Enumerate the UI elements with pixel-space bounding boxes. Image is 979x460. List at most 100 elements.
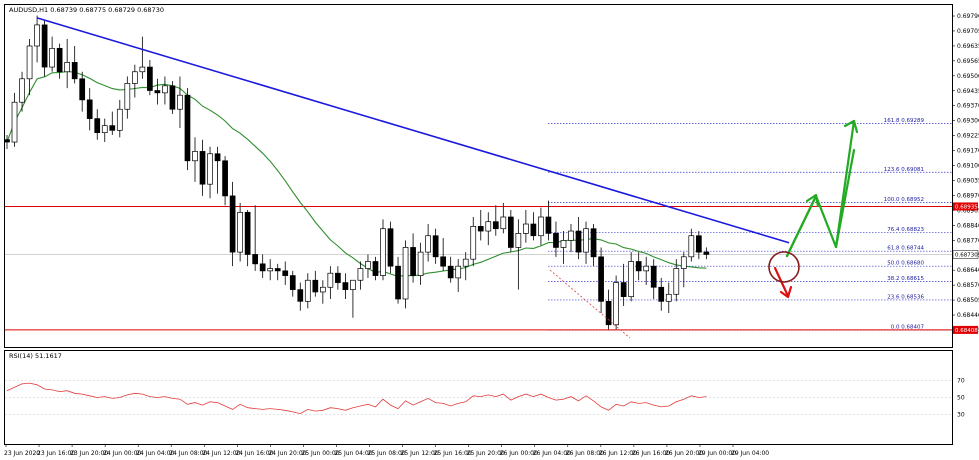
candle-bullish: [402, 247, 409, 300]
price-tick-label: 0.68440: [957, 312, 979, 319]
candle-bullish: [425, 235, 431, 253]
time-tick-label: 26 Jun 16:00: [632, 450, 670, 457]
time-tick-label: 29 Jun 00:00: [698, 450, 736, 457]
candle-bullish: [523, 223, 529, 234]
candle-bullish: [49, 47, 55, 68]
current-price-label: 0.68730: [955, 252, 978, 258]
candle-bullish: [613, 282, 619, 326]
time-tick-label: 24 Jun 20:00: [268, 450, 306, 457]
candle-bullish: [11, 101, 18, 143]
candle-bearish: [530, 223, 537, 237]
candle-bearish: [214, 153, 221, 162]
candle-bullish: [139, 66, 146, 73]
candle-bullish: [64, 62, 71, 73]
time-tick-label: 26 Jun 12:00: [599, 450, 637, 457]
candle-bullish: [560, 240, 567, 248]
time-tick-label: 23 Jun 20:00: [70, 450, 108, 457]
candle-bearish: [553, 233, 559, 248]
candle-bearish: [252, 254, 259, 265]
candle-bearish: [41, 24, 48, 68]
candle-bearish: [507, 216, 514, 248]
time-tick-label: 25 Jun 04:00: [334, 450, 372, 457]
bullish-first-leg-arrow: [785, 194, 818, 258]
horizontal-levels[interactable]: 0.68935 0.68408 0.68730: [5, 202, 979, 334]
candle-bearish: [282, 270, 289, 276]
resistance-circle: [768, 251, 800, 283]
candle-bullish: [628, 261, 635, 297]
price-tag: [953, 325, 978, 334]
candle-bearish: [477, 226, 484, 232]
fib-level-label: 61.8 0.68744: [887, 246, 924, 252]
current-price-tag: [952, 250, 979, 259]
time-tick-label: 24 Jun 08:00: [169, 450, 207, 457]
rsi-line: [6, 382, 707, 415]
time-tick-label: 24 Jun 00:00: [103, 450, 141, 457]
candle-bullish: [34, 24, 40, 47]
fib-level-label: 123.6 0.69081: [884, 167, 924, 173]
candle-bullish: [177, 94, 183, 110]
candle-bearish: [94, 118, 101, 134]
candle-bullish: [350, 279, 356, 290]
time-tick-label: 23 Jun 2020: [4, 450, 40, 457]
candle-bullish: [665, 293, 672, 302]
candle-bullish: [680, 256, 687, 269]
candle-bullish: [455, 265, 462, 279]
time-tick-label: 26 Jun 00:00: [500, 450, 538, 457]
candle-bullish: [583, 228, 589, 253]
candle-bullish: [515, 233, 522, 248]
price-tick-label: 0.69035: [957, 177, 979, 184]
candle-bearish: [387, 228, 394, 267]
candle-bullish: [462, 258, 469, 267]
candle-bullish: [673, 268, 680, 295]
candle-bearish: [312, 279, 319, 293]
candle-bearish: [635, 261, 642, 272]
candle-bearish: [650, 265, 657, 288]
candle-bullish: [237, 211, 243, 253]
time-tick-label: 25 Jun 08:00: [368, 450, 406, 457]
candle-bearish: [147, 66, 153, 91]
candle-bearish: [109, 125, 116, 131]
candle-bullish: [192, 151, 198, 162]
time-tick-label: 23 Jun 16:00: [37, 450, 75, 457]
candle-bullish: [207, 153, 213, 185]
candle-bullish: [319, 286, 326, 293]
candle-bullish: [327, 272, 334, 288]
rsi-indicator: [6, 382, 707, 415]
candle-bullish: [568, 230, 574, 241]
price-tick-label: 0.68505: [957, 297, 979, 304]
candle-bearish: [598, 256, 604, 302]
fib-level-label: 161.8 0.69289: [884, 118, 925, 124]
price-tick-label: 0.68905: [957, 207, 979, 214]
candle-bearish: [492, 221, 499, 230]
candle-bearish: [575, 230, 582, 253]
rsi-level-label: 30: [957, 412, 965, 419]
price-tick-label: 0.69225: [957, 133, 979, 140]
candle-bearish: [605, 300, 612, 326]
price-tag-label: 0.68408: [955, 328, 978, 334]
candle-bearish: [372, 261, 379, 276]
time-tick-label: 25 Jun 16:00: [434, 450, 472, 457]
candle-bullish: [124, 83, 131, 110]
candle-bullish: [357, 268, 364, 281]
candle-bullish: [485, 221, 492, 232]
candle-bearish: [297, 289, 304, 302]
time-tick-label: 24 Jun 16:00: [235, 450, 273, 457]
candle-bullish: [19, 78, 25, 103]
price-tick-label: 0.69565: [957, 58, 979, 65]
trend-line[interactable]: [36, 17, 790, 244]
main-chart-frame: [4, 4, 953, 348]
candle-bearish: [289, 275, 296, 290]
candle-bearish: [259, 263, 266, 272]
candle-bearish: [244, 211, 251, 255]
price-tag: [953, 202, 978, 211]
rsi-level-label: 50: [957, 395, 965, 402]
price-tick-label: 0.69705: [957, 28, 979, 35]
candle-bearish: [342, 282, 349, 290]
